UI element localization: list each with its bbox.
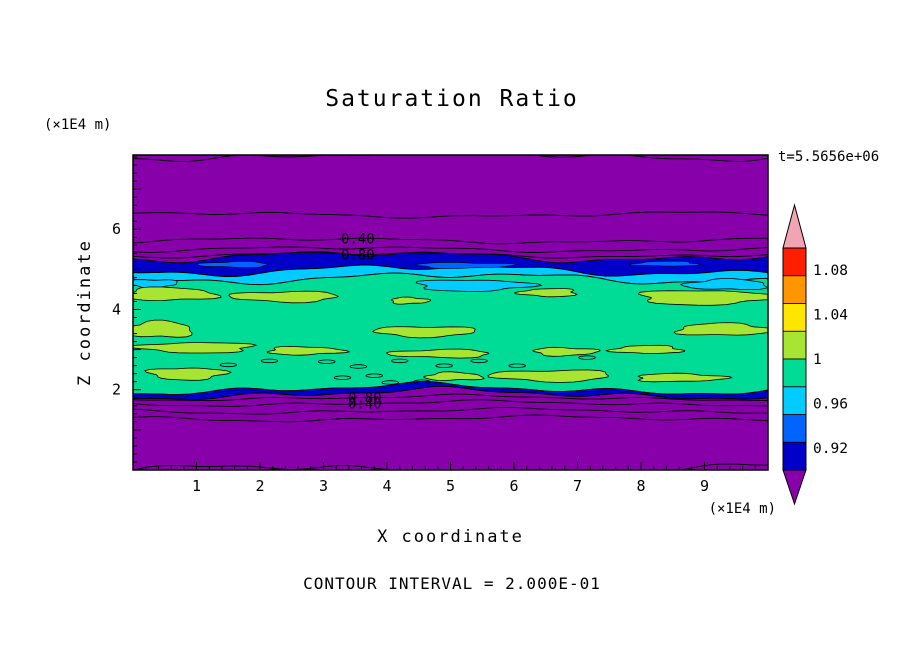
colorbar-band-1 [782, 275, 807, 304]
contour-band-upper-farfield [133, 155, 768, 264]
axis-ticks [133, 156, 756, 470]
contour-squiggle [435, 363, 453, 368]
contour-field: 0.400.800.800.40 [133, 155, 768, 470]
y-axis-unit: (×1E4 m) [44, 117, 112, 133]
chartreuse-streak [514, 288, 578, 298]
contour-line [133, 211, 768, 219]
colorbar-band-2 [782, 303, 807, 332]
blue-patch [196, 260, 269, 269]
contour-squiggle [508, 363, 526, 368]
z-tick-label-2: 2 [112, 381, 121, 399]
x-tick-label-4: 4 [382, 477, 391, 495]
time-stamp: t=5.5656e+06 [778, 149, 880, 165]
contour-squiggle [219, 362, 238, 368]
chart-title: Saturation Ratio [325, 86, 579, 112]
x-tick-label-2: 2 [255, 477, 264, 495]
contour-line [133, 246, 768, 253]
contour-line-label: 0.80 [348, 391, 382, 407]
chartreuse-streak [390, 296, 432, 305]
chartreuse-streak [385, 348, 490, 359]
colorbar-band-0 [782, 247, 807, 277]
chartreuse-streak [372, 326, 476, 339]
x-tick-label-5: 5 [446, 477, 455, 495]
colorbar-label-4: 0.92 [813, 441, 848, 457]
blue-patch [415, 261, 518, 269]
x-tick-label-9: 9 [700, 477, 709, 495]
contour-line [133, 252, 768, 259]
colorbar-band-3 [782, 330, 807, 360]
x-tick-label-3: 3 [319, 477, 328, 495]
cyan-patch [415, 279, 543, 292]
colorbar-under-spike [782, 469, 807, 506]
contour-line [133, 406, 768, 415]
contour-squiggle [470, 358, 488, 364]
contour-squiggle [318, 359, 336, 364]
colorbar-label-0: 1.08 [813, 263, 848, 279]
z-tick-label-4: 4 [112, 301, 121, 319]
chartreuse-streak [143, 367, 232, 381]
contour-line-label: 0.40 [348, 397, 382, 413]
chartreuse-streak [637, 372, 733, 383]
colorbar-band-7 [782, 441, 807, 471]
x-tick-label-1: 1 [192, 477, 201, 495]
chartreuse-streak [423, 371, 485, 381]
colorbar-band-5 [782, 386, 807, 415]
contour-line [133, 237, 768, 245]
x-tick-label-6: 6 [509, 477, 518, 495]
chartreuse-streak [673, 322, 768, 336]
contour-squiggle [381, 380, 399, 385]
contour-interval-caption: CONTOUR INTERVAL = 2.000E-01 [303, 574, 601, 593]
cyan-patch [133, 279, 178, 289]
x-axis-label: X coordinate [377, 527, 524, 547]
chartreuse-streak [605, 344, 686, 355]
colorbar-over-spike [782, 203, 807, 249]
chartreuse-streak [228, 290, 339, 304]
contour-squiggle [365, 373, 384, 378]
colorbar: 1.08 1.04 1 0.96 0.92 [782, 203, 848, 506]
contour-line [133, 393, 768, 402]
chartreuse-streak [133, 342, 258, 354]
contour-line [133, 414, 768, 423]
chartreuse-streak [266, 345, 351, 356]
x-tick-label-7: 7 [573, 477, 582, 495]
contour-squiggle [333, 375, 352, 380]
contour-band-lower-farfield [133, 385, 768, 470]
contour-squiggle [260, 358, 279, 364]
colorbar-label-2: 1 [813, 352, 822, 368]
z-tick-label-6: 6 [112, 220, 121, 238]
contour-squiggle [391, 358, 409, 364]
contour-squiggle [413, 379, 431, 384]
colorbar-label-3: 0.96 [813, 396, 848, 412]
chartreuse-streak [487, 369, 609, 383]
cyan-patch [679, 278, 767, 291]
x-tick-label-8: 8 [636, 477, 645, 495]
contour-line-label: 0.80 [341, 248, 375, 264]
colorbar-band-4 [782, 358, 807, 388]
chartreuse-streak [637, 290, 768, 306]
chartreuse-streak [133, 286, 222, 302]
blue-patch [629, 260, 701, 267]
colorbar-outline [782, 247, 807, 471]
x-axis-unit: (×1E4 m) [708, 501, 776, 517]
contour-line-label: 0.40 [341, 231, 375, 247]
chartreuse-streak [133, 319, 193, 338]
chartreuse-streak [532, 346, 601, 357]
colorbar-label-1: 1.04 [813, 308, 848, 324]
colorbar-band-6 [782, 414, 807, 443]
contour-line [133, 399, 768, 407]
contour-squiggle [349, 364, 368, 369]
contour-squiggle [578, 355, 596, 360]
